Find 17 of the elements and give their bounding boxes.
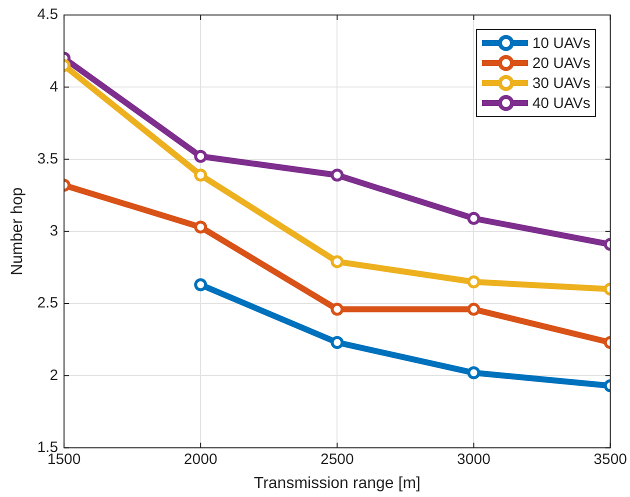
y-tick-label: 3.5	[37, 150, 58, 168]
x-axis-title: Transmission range [m]	[254, 474, 420, 492]
legend-label: 10 UAVs	[532, 34, 590, 52]
y-tick-label: 4.5	[37, 6, 58, 24]
x-tick-label: 2000	[184, 450, 218, 468]
y-tick-label: 4	[50, 78, 58, 96]
legend-label: 20 UAVs	[532, 54, 590, 72]
y-tick-label: 3	[50, 222, 58, 240]
x-tick-label: 1500	[47, 450, 81, 468]
y-tick-label: 2	[50, 366, 58, 384]
x-tick-label: 2500	[320, 450, 354, 468]
x-tick-label: 3500	[594, 450, 628, 468]
legend-label: 40 UAVs	[532, 94, 590, 112]
y-axis-title: Number hop	[9, 187, 26, 276]
legend-label: 30 UAVs	[532, 74, 590, 92]
y-tick-label: 2.5	[37, 294, 58, 312]
x-tick-label: 3000	[457, 450, 490, 468]
